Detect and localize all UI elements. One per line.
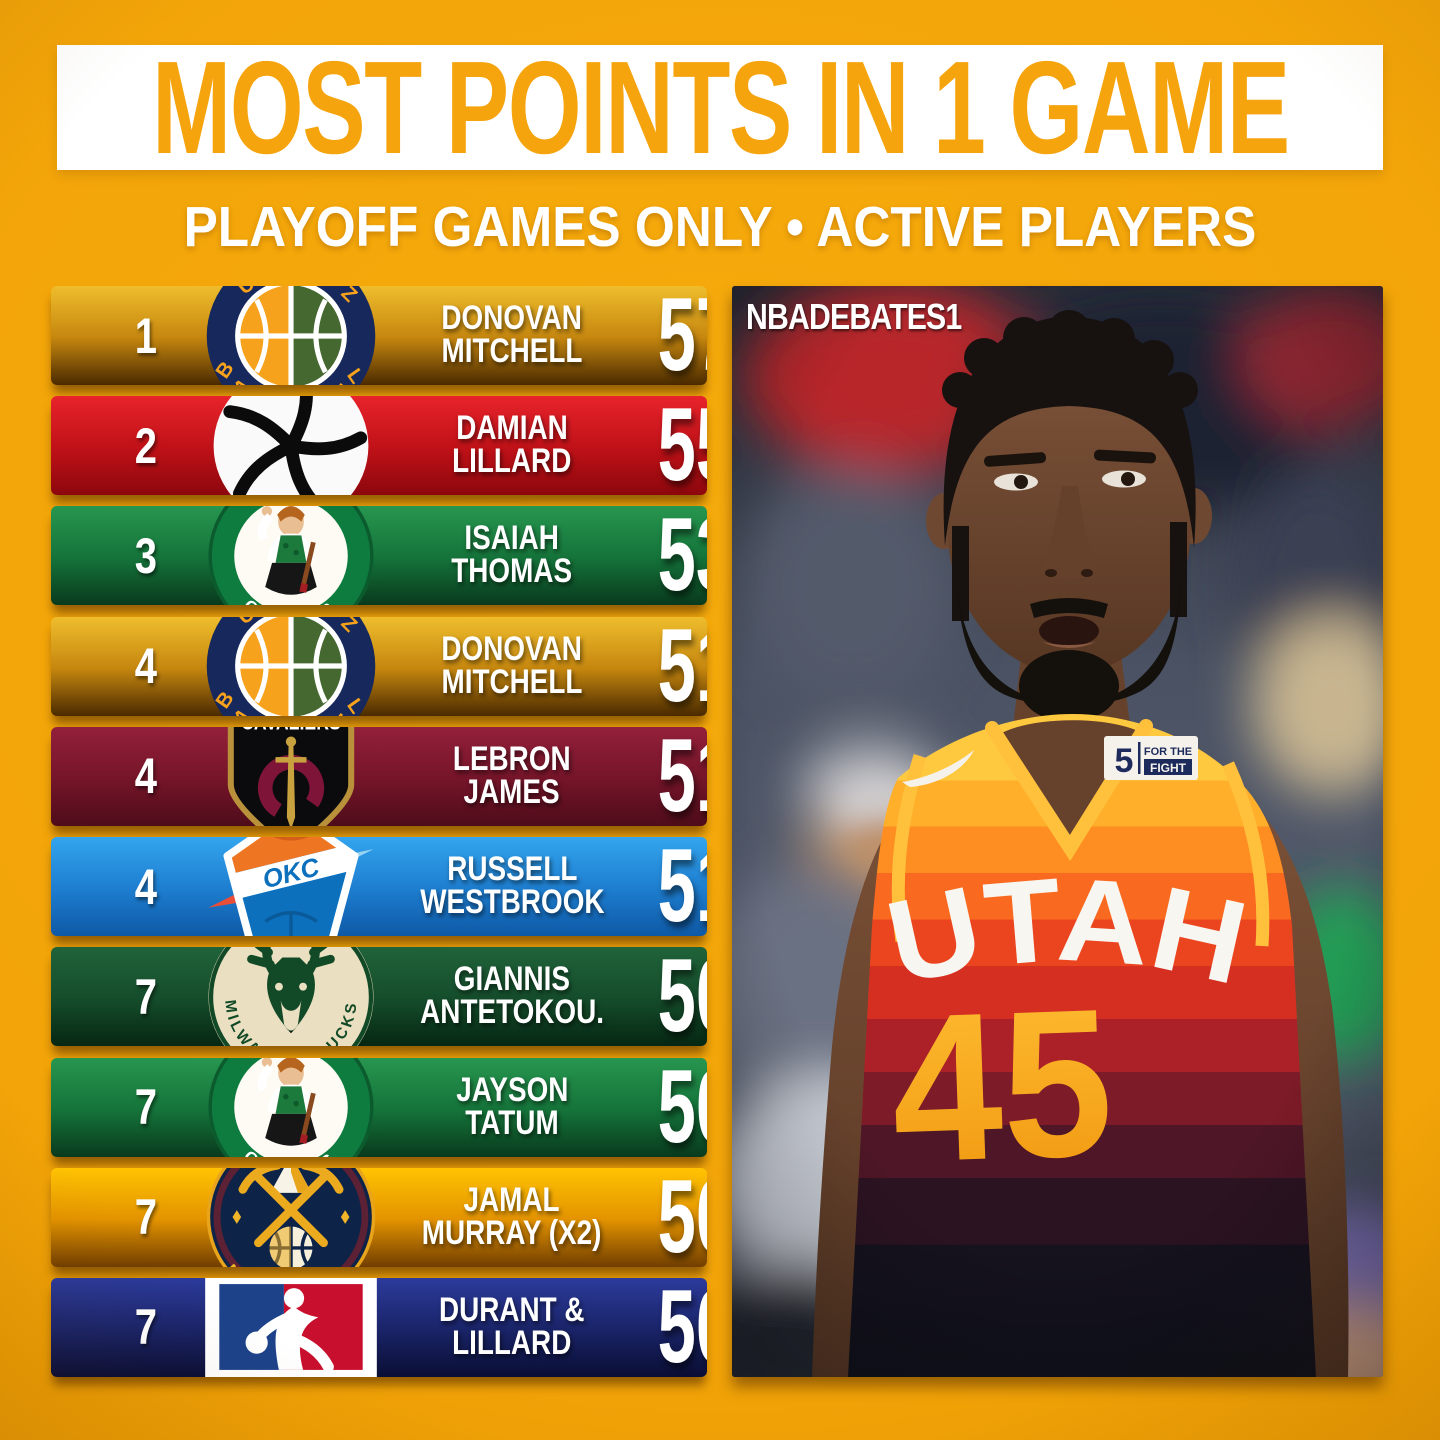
rank-label: 4 <box>134 748 158 805</box>
player-name: ISAIAH THOMAS <box>451 519 573 591</box>
leaderboard-row-bucks: 7 GIANNIS ANTETOKOU. 50 <box>51 947 707 1047</box>
leaderboard-row-jazz: 4 DONOVAN MITCHELL 51 <box>51 616 707 716</box>
player-name: JAMAL MURRAY (X2) <box>422 1180 602 1252</box>
player-name: JAYSON TATUM <box>455 1070 569 1142</box>
leaderboard-row-nuggets: 7 JAMAL MURRAY (X2) 50 <box>51 1167 707 1267</box>
watermark-text: NBADEBATES1 <box>746 296 962 337</box>
leaderboard: 1 DONOVAN MITCHELL 57 2 DAMIAN LILLARD 5… <box>51 286 707 1377</box>
thunder-logo-icon <box>199 837 383 936</box>
page-subtitle-text: PLAYOFF GAMES ONLY • ACTIVE PLAYERS <box>183 195 1257 259</box>
points-value: 53 <box>657 506 707 606</box>
player-name: DAMIAN LILLARD <box>452 409 572 481</box>
rank-label: 3 <box>134 527 158 584</box>
player-name: RUSSELL WESTBROOK <box>419 850 605 922</box>
celtics-logo-icon <box>199 1058 383 1157</box>
celtics-logo-icon <box>199 506 383 605</box>
points-value: 51 <box>657 726 707 826</box>
page-subtitle: PLAYOFF GAMES ONLY • ACTIVE PLAYERS <box>0 195 1440 259</box>
rank-label: 4 <box>134 638 158 695</box>
player-name: GIANNIS ANTETOKOU. <box>420 960 604 1032</box>
leaderboard-row-blazers: 2 DAMIAN LILLARD 55 <box>51 396 707 496</box>
points-value: 55 <box>657 396 707 496</box>
points-value: 50 <box>657 1167 707 1267</box>
page-title: MOST POINTS IN 1 GAME <box>151 34 1290 181</box>
player-name: DONOVAN MITCHELL <box>441 629 583 701</box>
nba-logo-icon <box>199 1278 383 1377</box>
rank-label: 4 <box>134 858 158 915</box>
cavaliers-logo-icon <box>199 727 383 826</box>
rank-label: 2 <box>134 417 158 474</box>
player-photo-scene: 5 FOR THE FIGHT UTAH 45 <box>732 286 1383 1377</box>
rank-label: 1 <box>134 307 158 364</box>
points-value: 51 <box>657 616 707 716</box>
rank-label: 7 <box>134 968 158 1025</box>
jazz-logo-icon <box>199 617 383 716</box>
blazers-logo-icon <box>199 396 383 495</box>
rank-label: 7 <box>134 1079 158 1136</box>
points-value: 50 <box>657 1277 707 1377</box>
player-name: LEBRON JAMES <box>453 739 571 811</box>
leaderboard-row-celtics: 3 ISAIAH THOMAS 53 <box>51 506 707 606</box>
player-name: DURANT & LILLARD <box>439 1291 585 1362</box>
bucks-logo-icon <box>199 947 383 1046</box>
player-photo: 5 FOR THE FIGHT UTAH 45 NBADEBATES1 <box>732 286 1383 1377</box>
leaderboard-row-thunder: 4 RUSSELL WESTBROOK 51 <box>51 837 707 937</box>
leaderboard-row-nba: 7 DURANT & LILLARD 50 <box>51 1277 707 1377</box>
title-banner: MOST POINTS IN 1 GAME <box>57 34 1383 181</box>
leaderboard-row-celtics: 7 JAYSON TATUM 50 <box>51 1057 707 1157</box>
leaderboard-row-jazz: 1 DONOVAN MITCHELL 57 <box>51 286 707 385</box>
points-value: 50 <box>657 1057 707 1157</box>
leaderboard-row-cavaliers: 4 LEBRON JAMES 51 <box>51 726 707 826</box>
rank-label: 7 <box>134 1299 158 1356</box>
watermark: NBADEBATES1 <box>746 296 1002 338</box>
jazz-logo-icon <box>199 286 383 385</box>
points-value: 51 <box>657 837 707 937</box>
points-value: 57 <box>657 286 707 385</box>
rank-label: 7 <box>134 1189 158 1246</box>
points-value: 50 <box>657 947 707 1047</box>
nuggets-logo-icon <box>199 1168 383 1267</box>
player-name: DONOVAN MITCHELL <box>441 299 583 370</box>
